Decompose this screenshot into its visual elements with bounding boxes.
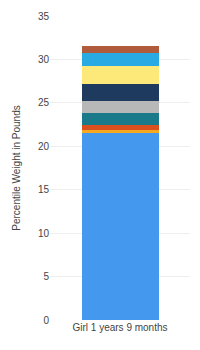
svg-text:Girl 1 years 9 months: Girl 1 years 9 months — [72, 322, 167, 333]
svg-text:Percentile Weight in Pounds: Percentile Weight in Pounds — [11, 105, 22, 230]
svg-text:35: 35 — [38, 11, 50, 22]
svg-text:10: 10 — [38, 228, 50, 239]
svg-text:5: 5 — [43, 271, 49, 282]
svg-text:0: 0 — [43, 315, 49, 326]
svg-text:15: 15 — [38, 184, 50, 195]
svg-text:20: 20 — [38, 141, 50, 152]
svg-text:25: 25 — [38, 97, 50, 108]
svg-text:30: 30 — [38, 54, 50, 65]
